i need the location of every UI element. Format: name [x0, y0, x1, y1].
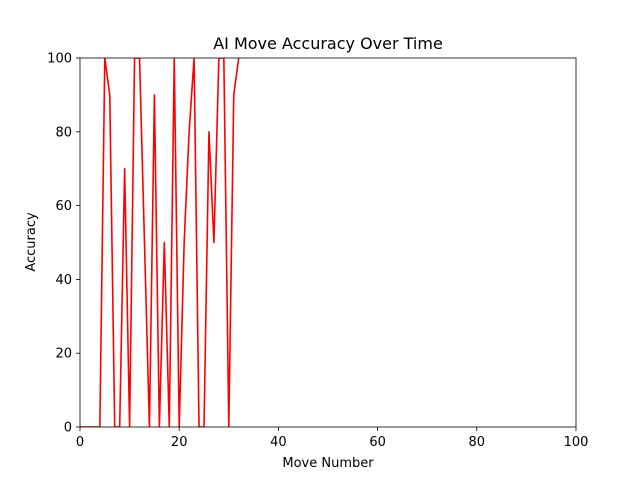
y-tick-label: 20 — [55, 347, 72, 362]
x-axis-label: Move Number — [282, 456, 374, 471]
y-tick-label: 60 — [55, 199, 72, 214]
y-tick-label: 80 — [55, 125, 72, 140]
x-tick-label: 100 — [564, 435, 589, 450]
axis-ticks: 0 20 40 60 80 100 0 20 40 60 80 100 — [47, 52, 588, 451]
chart-title: AI Move Accuracy Over Time — [213, 34, 443, 53]
y-tick-label: 40 — [55, 273, 72, 288]
x-tick-label: 80 — [469, 435, 486, 450]
x-tick-label: 0 — [76, 435, 84, 450]
y-tick-label: 0 — [64, 421, 72, 436]
y-axis-label: Accuracy — [24, 212, 39, 272]
series-line-0 — [80, 58, 240, 427]
x-tick-label: 20 — [171, 435, 188, 450]
x-tick-label: 40 — [270, 435, 287, 450]
plot-area — [80, 58, 240, 427]
plot-frame — [79, 57, 577, 428]
x-tick-label: 60 — [369, 435, 386, 450]
y-tick-label: 100 — [47, 52, 72, 67]
